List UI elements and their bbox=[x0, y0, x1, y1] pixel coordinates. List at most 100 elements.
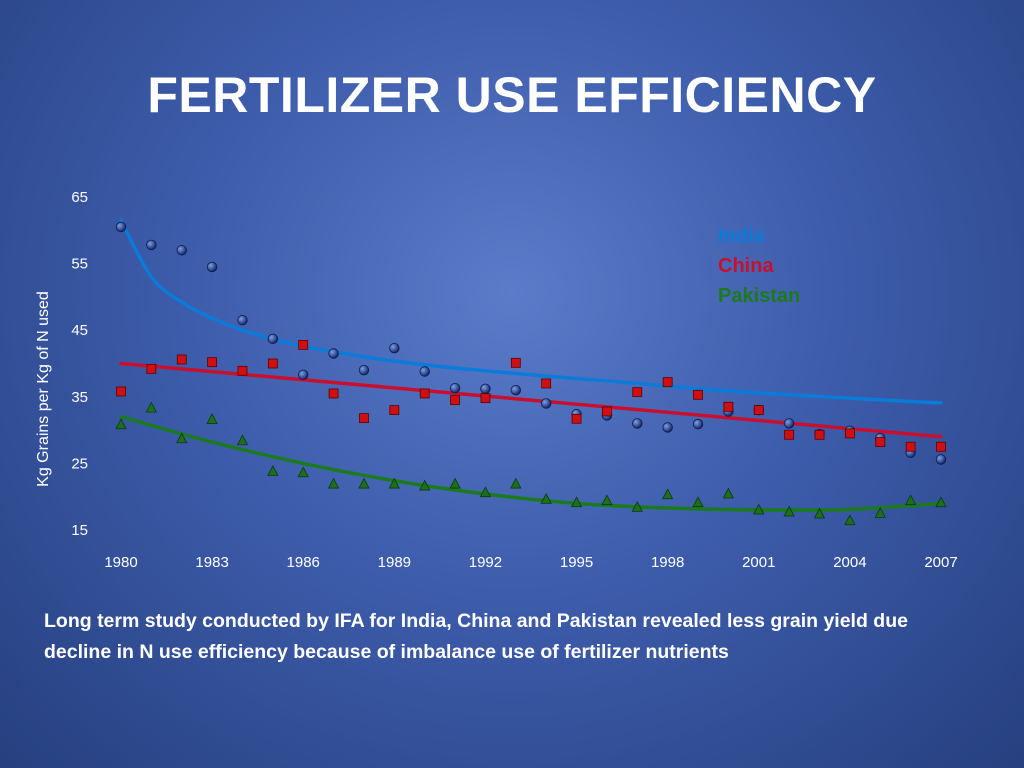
data-point-india bbox=[449, 382, 461, 394]
data-point-india bbox=[389, 342, 400, 354]
data-point-india bbox=[632, 418, 643, 429]
data-point-pakistan bbox=[722, 487, 735, 499]
data-point-china bbox=[632, 387, 643, 398]
data-point-china bbox=[146, 363, 157, 374]
data-point-pakistan bbox=[813, 507, 826, 519]
legend-entry-india: India bbox=[718, 225, 766, 247]
x-tick-label: 1983 bbox=[195, 554, 228, 571]
data-point-pakistan bbox=[662, 488, 674, 500]
data-point-pakistan bbox=[692, 496, 704, 508]
legend-entry-pakistan: Pakistan bbox=[718, 285, 800, 307]
x-tick-label: 1980 bbox=[104, 554, 137, 571]
data-point-china bbox=[298, 339, 309, 350]
legend: India China Pakistan bbox=[718, 225, 800, 307]
trendline-india bbox=[119, 218, 943, 405]
data-point-pakistan bbox=[570, 496, 583, 508]
x-tick-label: 2004 bbox=[833, 554, 866, 571]
y-tick-label: 45 bbox=[71, 322, 88, 339]
data-point-china bbox=[936, 441, 946, 452]
data-point-pakistan bbox=[540, 493, 552, 504]
data-point-india bbox=[662, 422, 673, 433]
x-tick-label: 1989 bbox=[378, 554, 411, 571]
data-point-china bbox=[814, 429, 825, 440]
data-point-china bbox=[176, 354, 187, 365]
y-tick-label: 35 bbox=[71, 389, 88, 406]
slide-title: FERTILIZER USE EFFICIENCY bbox=[147, 67, 877, 123]
data-point-india bbox=[358, 364, 370, 376]
data-point-china bbox=[905, 441, 916, 452]
data-point-india bbox=[298, 369, 309, 381]
data-point-china bbox=[875, 437, 886, 447]
data-point-china bbox=[571, 413, 582, 424]
data-point-pakistan bbox=[145, 401, 158, 413]
data-point-india bbox=[115, 221, 127, 233]
data-point-pakistan bbox=[358, 477, 370, 489]
data-point-india bbox=[328, 348, 339, 359]
data-point-china bbox=[116, 386, 126, 397]
data-point-pakistan bbox=[236, 434, 249, 446]
x-tick-label: 1998 bbox=[651, 554, 684, 571]
data-point-china bbox=[784, 429, 795, 440]
data-point-china bbox=[753, 405, 764, 416]
data-point-pakistan bbox=[874, 506, 886, 518]
data-point-pakistan bbox=[844, 514, 856, 526]
data-point-pakistan bbox=[935, 496, 947, 508]
data-point-china bbox=[723, 401, 734, 412]
x-tick-label: 2001 bbox=[742, 554, 775, 571]
data-point-india bbox=[783, 418, 795, 429]
data-point-china bbox=[450, 395, 460, 406]
y-tick-label: 65 bbox=[71, 189, 88, 206]
data-point-pakistan bbox=[327, 477, 340, 489]
data-point-pakistan bbox=[510, 477, 522, 489]
data-point-china bbox=[602, 406, 612, 417]
data-points bbox=[115, 221, 947, 526]
data-point-pakistan bbox=[904, 494, 917, 506]
data-point-india bbox=[267, 333, 279, 345]
y-axis: 15 25 35 45 55 65 bbox=[71, 189, 88, 539]
data-point-india bbox=[692, 418, 704, 430]
data-point-india bbox=[146, 239, 157, 251]
y-axis-title: Kg Grains per Kg of N used bbox=[35, 291, 52, 487]
data-point-india bbox=[540, 398, 552, 409]
data-point-pakistan bbox=[388, 477, 400, 489]
x-tick-label: 1986 bbox=[287, 554, 320, 571]
data-point-pakistan bbox=[601, 494, 613, 506]
trendline-china bbox=[119, 361, 943, 439]
data-point-pakistan bbox=[297, 466, 309, 478]
y-tick-label: 15 bbox=[71, 522, 88, 539]
data-point-china bbox=[844, 428, 855, 439]
x-axis: 1980 1983 1986 1989 1992 1995 1998 2001 2004 2007 bbox=[104, 554, 957, 571]
data-point-china bbox=[693, 389, 703, 400]
data-point-china bbox=[328, 388, 339, 399]
data-point-china bbox=[237, 365, 248, 376]
data-point-china bbox=[419, 388, 430, 399]
data-point-india bbox=[237, 315, 248, 326]
data-point-pakistan bbox=[267, 465, 279, 476]
data-point-china bbox=[662, 377, 673, 388]
data-point-china bbox=[541, 378, 552, 389]
data-point-india bbox=[935, 454, 947, 465]
data-point-china bbox=[389, 405, 400, 416]
data-point-pakistan bbox=[419, 479, 431, 491]
x-tick-label: 1995 bbox=[560, 554, 593, 571]
trendline-pakistan bbox=[119, 415, 943, 512]
y-tick-label: 55 bbox=[71, 256, 88, 273]
data-point-pakistan bbox=[449, 477, 461, 489]
legend-entry-china: China bbox=[718, 255, 774, 277]
data-point-pakistan bbox=[753, 503, 765, 515]
data-point-pakistan bbox=[176, 432, 188, 444]
data-point-pakistan bbox=[783, 505, 795, 517]
data-point-india bbox=[206, 261, 218, 273]
data-point-india bbox=[480, 383, 491, 395]
data-point-india bbox=[419, 366, 430, 377]
trendlines bbox=[119, 218, 943, 512]
data-point-pakistan bbox=[206, 413, 218, 424]
data-point-china bbox=[480, 393, 491, 404]
data-point-china bbox=[207, 357, 218, 368]
data-point-pakistan bbox=[631, 500, 643, 512]
data-point-india bbox=[510, 384, 522, 396]
data-point-pakistan bbox=[479, 486, 492, 498]
data-point-china bbox=[510, 357, 521, 368]
data-point-india bbox=[176, 245, 187, 256]
